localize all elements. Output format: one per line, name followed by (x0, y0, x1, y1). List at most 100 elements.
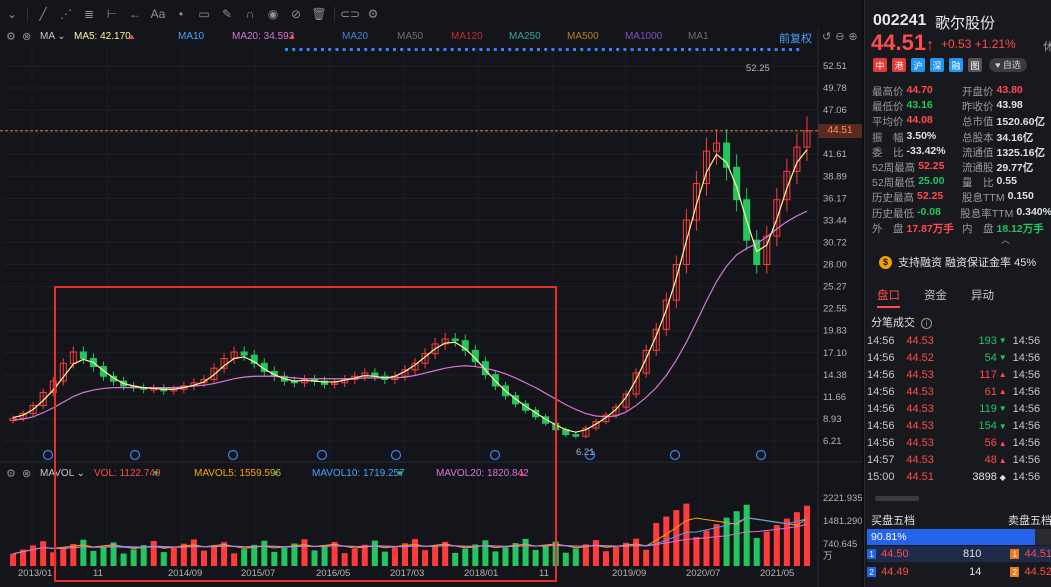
candle-body[interactable] (662, 299, 670, 330)
volume-bar[interactable] (482, 540, 489, 566)
settings-icon[interactable]: ⚙ (6, 30, 16, 43)
volume-bar[interactable] (251, 544, 258, 566)
settings-icon[interactable]: ⚙ (367, 7, 379, 21)
volume-bar[interactable] (80, 539, 87, 566)
volume-bar[interactable] (512, 543, 519, 566)
volume-bar[interactable] (140, 545, 147, 566)
volume-bar[interactable] (301, 539, 308, 566)
volume-bar[interactable] (110, 542, 117, 566)
margin-badge-icon[interactable]: 融 (949, 58, 963, 72)
volume-bar[interactable] (50, 552, 57, 566)
volume-bar[interactable] (120, 553, 127, 566)
collapse-chevron-icon[interactable]: ︿ (1001, 235, 1011, 245)
volume-bar[interactable] (190, 539, 197, 566)
link-icon[interactable]: ⊂⊃ (339, 7, 361, 21)
candle-body[interactable] (682, 219, 690, 266)
candle-body[interactable] (612, 406, 620, 416)
sz-badge-icon[interactable]: 深 (930, 58, 944, 72)
candle-body[interactable] (652, 328, 660, 351)
volume-bar[interactable] (613, 547, 620, 566)
volume-bar[interactable] (723, 517, 730, 566)
volume-bar[interactable] (412, 539, 419, 566)
volume-bar[interactable] (20, 549, 27, 566)
pen-icon[interactable]: ✎ (221, 7, 233, 21)
volume-bar[interactable] (150, 540, 157, 566)
volume-bar[interactable] (763, 531, 770, 566)
event-circle-icon[interactable] (584, 449, 596, 461)
magnet-icon[interactable]: ∩ (245, 7, 255, 21)
restore-right-toggle[interactable]: 前复权 (779, 33, 812, 45)
chart-badge-icon[interactable]: 图 (968, 58, 982, 72)
volume-bar[interactable] (592, 540, 599, 566)
vol-settings-icon[interactable]: ⚙ (6, 467, 16, 480)
volume-bar[interactable] (311, 550, 318, 566)
volume-bar[interactable] (291, 543, 298, 566)
vol-close-icon[interactable]: ⊗ (22, 467, 32, 480)
event-circle-icon[interactable] (669, 449, 681, 461)
volume-bar[interactable] (673, 510, 680, 566)
candle-body[interactable] (532, 409, 540, 418)
candle-body[interactable] (602, 414, 610, 423)
candle-body[interactable] (431, 343, 439, 355)
volume-bar[interactable] (331, 542, 338, 566)
candle-body[interactable] (250, 354, 258, 364)
candle-body[interactable] (421, 353, 429, 364)
candle-body[interactable] (361, 372, 369, 377)
event-circle-icon[interactable] (316, 449, 328, 461)
volume-bar[interactable] (703, 530, 710, 566)
volume-bar[interactable] (371, 540, 378, 566)
cn-badge-icon[interactable]: 中 (873, 58, 887, 72)
candle-body[interactable] (210, 367, 218, 381)
volume-bar[interactable] (803, 505, 810, 566)
candle-body[interactable] (692, 183, 700, 221)
volume-bar[interactable] (793, 512, 800, 566)
candle-body[interactable] (582, 427, 590, 437)
candle-body[interactable] (69, 351, 77, 364)
candle-body[interactable] (200, 379, 208, 384)
candle-body[interactable] (110, 375, 118, 382)
orderbook-row[interactable]: 1 44.50 810 1 44.51 (867, 546, 1051, 562)
arrow-icon[interactable]: ← (129, 7, 141, 21)
volume-bar[interactable] (623, 542, 630, 566)
volume-bar[interactable] (10, 553, 17, 566)
volume-bar[interactable] (70, 543, 77, 566)
candle-body[interactable] (512, 395, 520, 405)
volume-bar[interactable] (271, 551, 278, 566)
tab-movement[interactable]: 异动 (971, 290, 994, 302)
orderbook-row[interactable]: 2 44.49 14 2 44.52 (867, 564, 1051, 580)
volume-bar[interactable] (40, 541, 47, 566)
measure-icon[interactable]: ⊢ (106, 7, 118, 21)
volume-bar[interactable] (381, 551, 388, 566)
text-icon[interactable]: • (178, 7, 184, 21)
volume-bar[interactable] (281, 547, 288, 566)
annotation-rectangle[interactable] (54, 286, 557, 582)
candle-body[interactable] (542, 416, 550, 424)
volume-bar[interactable] (522, 538, 529, 566)
panel-divider[interactable] (862, 0, 864, 587)
fib-icon[interactable]: ≣ (83, 7, 95, 21)
kline-svg[interactable]: 52.51 49.78 47.06 44.51 41.61 38.89 36.17 33.44… (0, 28, 862, 587)
candle-body[interactable] (773, 199, 781, 237)
tab-capital[interactable]: 资金 (924, 290, 947, 302)
volume-bar[interactable] (130, 549, 137, 566)
candle-body[interactable] (331, 382, 339, 385)
volume-bar[interactable] (743, 504, 750, 566)
candle-body[interactable] (240, 351, 248, 356)
chevron-icon[interactable]: ⌄ (6, 7, 18, 21)
volume-bar[interactable] (572, 548, 579, 566)
candle-body[interactable] (522, 403, 530, 411)
volume-bar[interactable] (532, 549, 539, 566)
volume-bar[interactable] (452, 552, 459, 566)
volume-bar[interactable] (211, 546, 218, 566)
close-icon[interactable]: ⊗ (22, 30, 32, 43)
volume-bar[interactable] (542, 545, 549, 566)
candle-body[interactable] (461, 340, 469, 351)
volume-bar[interactable] (321, 546, 328, 566)
candle-body[interactable] (783, 170, 791, 201)
volume-bar[interactable] (170, 547, 177, 566)
event-circle-icon[interactable] (227, 449, 239, 461)
candle-body[interactable] (441, 338, 449, 345)
ticks-scrollbar[interactable] (875, 496, 919, 501)
add-favorite-button[interactable]: ♥ 自选 (989, 58, 1027, 72)
volume-bar[interactable] (582, 544, 589, 566)
